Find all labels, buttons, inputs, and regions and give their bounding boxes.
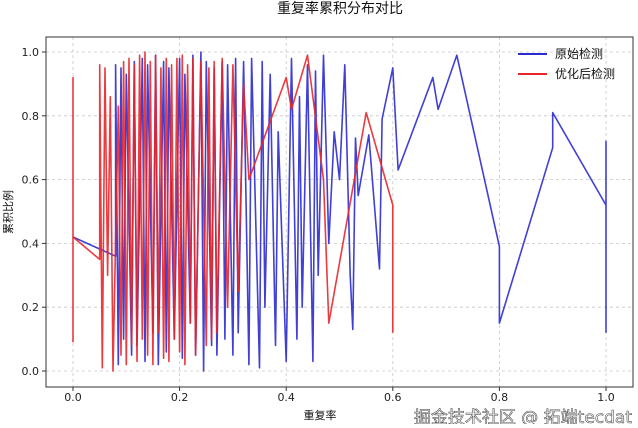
legend-label-original: 原始检测 [555,46,603,61]
y-tick-label: 0.0 [22,365,40,378]
x-axis-label: 重复率 [304,408,337,422]
watermark: 掘金技术社区 @ 拓端tecdat [414,408,632,424]
x-tick-label: 0.8 [491,391,509,404]
y-tick-label: 0.8 [22,110,40,123]
legend: 原始检测 优化后检测 [518,46,615,81]
x-tick-label: 0.4 [277,391,295,404]
x-tick-label: 1.0 [597,391,615,404]
ticks: 0.0 0.2 0.4 0.6 0.8 1.0 0.0 0.2 0.4 0.6 0.8 1.0 [22,46,615,404]
y-tick-label: 0.6 [22,174,40,187]
y-tick-label: 0.4 [22,237,40,250]
y-axis-label: 累积比例 [1,190,15,234]
plot-frame [45,36,634,388]
series-line-optimized [72,51,394,372]
y-tick-label: 1.0 [22,46,40,59]
chart-title: 重复率累积分布对比 [277,0,403,17]
legend-label-optimized: 优化后检测 [555,66,615,81]
y-tick-label: 0.2 [22,301,40,314]
x-tick-label: 0.2 [171,391,189,404]
series-group [72,51,607,372]
x-tick-label: 0.6 [384,391,402,404]
x-tick-label: 0.0 [64,391,82,404]
